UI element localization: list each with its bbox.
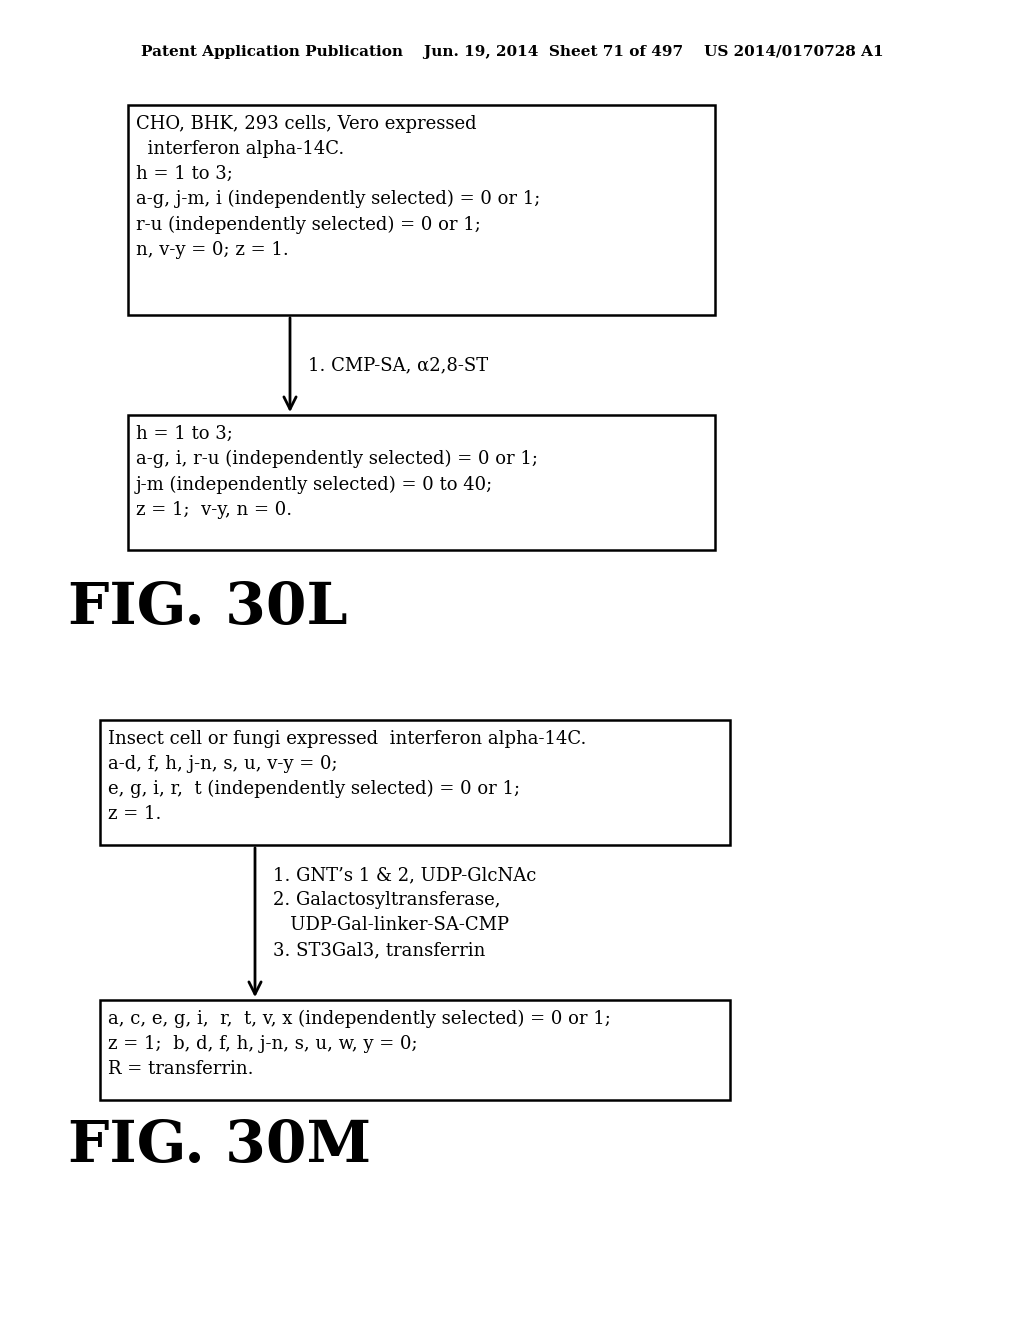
Text: Patent Application Publication    Jun. 19, 2014  Sheet 71 of 497    US 2014/0170: Patent Application Publication Jun. 19, … [140, 45, 884, 59]
Text: a, c, e, g, i,  r,  t, v, x (independently selected) = 0 or 1;
z = 1;  b, d, f, : a, c, e, g, i, r, t, v, x (independently… [108, 1010, 611, 1078]
Text: CHO, BHK, 293 cells, Vero expressed
  interferon alpha-14C.
h = 1 to 3;
a-g, j-m: CHO, BHK, 293 cells, Vero expressed inte… [136, 115, 541, 259]
Bar [128, 106, 715, 315]
Text: FIG. 30L: FIG. 30L [68, 579, 347, 636]
Bar [128, 414, 715, 550]
Text: FIG. 30M: FIG. 30M [68, 1118, 371, 1173]
Text: 1. GNT’s 1 & 2, UDP-GlcNAc
2. Galactosyltransferase,
   UDP-Gal-linker-SA-CMP
3.: 1. GNT’s 1 & 2, UDP-GlcNAc 2. Galactosyl… [273, 866, 537, 960]
Bar [100, 1001, 730, 1100]
Bar [100, 719, 730, 845]
Text: Insect cell or fungi expressed  interferon alpha-14C.
a-d, f, h, j-n, s, u, v-y : Insect cell or fungi expressed interfero… [108, 730, 587, 824]
Text: h = 1 to 3;
a-g, i, r-u (independently selected) = 0 or 1;
j-m (independently se: h = 1 to 3; a-g, i, r-u (independently s… [136, 425, 538, 519]
Text: 1. CMP-SA, α2,8-ST: 1. CMP-SA, α2,8-ST [308, 356, 488, 374]
